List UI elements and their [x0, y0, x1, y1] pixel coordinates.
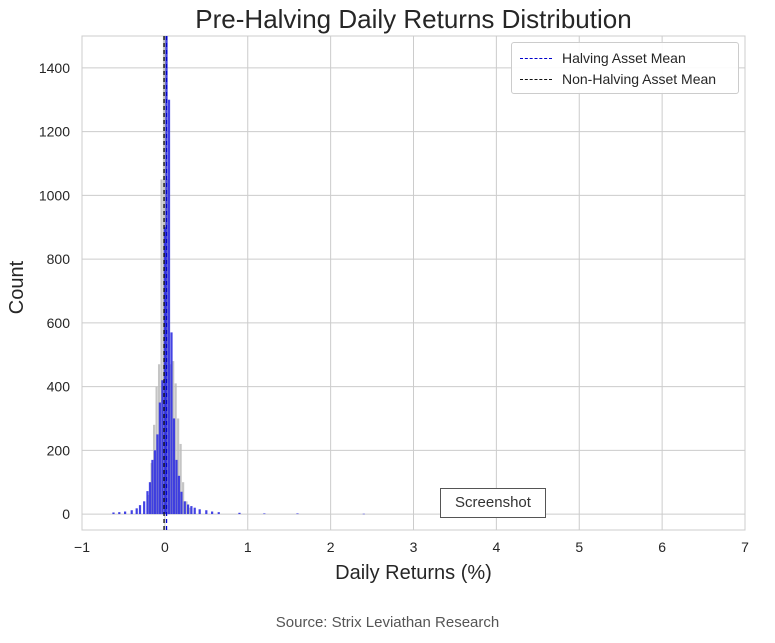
y-tick-label-6: 1200: [39, 124, 70, 140]
hist-bar-s0-9: [151, 459, 154, 515]
y-tick-label-4: 800: [47, 251, 71, 267]
hist-bar-s1-5: [160, 179, 163, 515]
y-tick-label-3: 600: [47, 315, 71, 331]
hist-bar-s0-12: [158, 402, 162, 515]
hist-bar-s0-11: [156, 434, 159, 515]
hist-bar-s1-15: [185, 501, 188, 515]
hist-bar-s1-14: [182, 482, 185, 515]
source-caption: Source: Strix Leviathan Research: [275, 614, 500, 631]
x-axis-label: Daily Returns (%): [335, 562, 492, 584]
hist-bar-s0-17: [170, 332, 173, 515]
hist-bar-s1-11: [174, 383, 177, 515]
y-tick-labels: 0 200 400 600 800 1000 1200 1400: [39, 60, 70, 522]
y-tick-label-5: 1000: [39, 187, 70, 203]
hist-bar-s0-22: [183, 501, 186, 515]
hist-bar-s0-0: [112, 512, 115, 515]
hist-bar-s0-29: [217, 512, 220, 515]
hist-bar-s1-12: [177, 418, 180, 515]
hist-bar-s0-30: [238, 512, 241, 515]
hist-bar-s0-14: [163, 227, 166, 515]
legend-swatch-halving-mean: [520, 57, 552, 59]
x-tick-labels: −1 0 1 2 3 4 5 6 7: [74, 539, 749, 555]
y-tick-label-1: 200: [47, 442, 71, 458]
hist-bar-s0-21: [180, 491, 183, 515]
legend-item-non-halving-mean: Non-Halving Asset Mean: [520, 69, 716, 89]
x-tick-label-0: −1: [74, 539, 90, 555]
y-axis-label: Count: [6, 260, 29, 315]
legend-label-non-halving-mean: Non-Halving Asset Mean: [562, 71, 717, 87]
hist-bar-s0-18: [172, 418, 176, 515]
hist-bar-s0-13: [161, 380, 164, 515]
hist-bar-s0-3: [130, 510, 133, 515]
hist-bar-s1-16: [188, 507, 191, 515]
hist-bar-s0-19: [175, 459, 178, 515]
y-tick-label-0: 0: [62, 506, 70, 522]
hist-bar-s0-28: [211, 511, 214, 515]
hist-bar-s0-32: [296, 513, 299, 515]
screenshot-stamp: Screenshot: [440, 488, 546, 518]
hist-bar-s0-2: [123, 511, 127, 515]
hist-bar-s0-6: [143, 501, 146, 515]
hist-bar-s1-13: [179, 443, 182, 515]
hist-bar-s0-26: [198, 509, 201, 515]
x-tick-label-8: 7: [741, 539, 749, 555]
hist-bar-s0-33: [362, 513, 365, 515]
hist-bar-s0-25: [193, 507, 196, 515]
grid-layer: [81, 36, 746, 530]
hist-bar-s0-8: [148, 482, 152, 515]
hist-bar-s0-10: [153, 450, 157, 515]
hist-bar-s0-31: [263, 513, 266, 515]
hist-bar-s0-23: [186, 504, 190, 515]
x-tick-label-2: 1: [244, 539, 252, 555]
legend: Halving Asset Mean Non-Halving Asset Mea…: [511, 42, 739, 94]
y-tick-label-2: 400: [47, 379, 71, 395]
legend-swatch-non-halving-mean: [520, 78, 552, 80]
x-tick-label-4: 3: [410, 539, 418, 555]
y-axis-label-wrap: Count: [3, 261, 33, 314]
hist-bar-s0-4: [135, 508, 138, 515]
legend-item-halving-mean: Halving Asset Mean: [520, 48, 686, 68]
hist-bar-s0-27: [205, 510, 208, 515]
hist-bar-s0-5: [138, 505, 142, 515]
chart-title: Pre-Halving Daily Returns Distribution: [195, 4, 632, 34]
x-tick-label-6: 5: [575, 539, 583, 555]
hist-bar-s0-20: [177, 475, 181, 515]
hist-bar-s0-1: [118, 512, 121, 515]
x-tick-label-1: 0: [161, 539, 169, 555]
x-tick-label-7: 6: [658, 539, 666, 555]
x-tick-label-3: 2: [327, 539, 335, 555]
legend-label-halving-mean: Halving Asset Mean: [562, 50, 686, 66]
x-tick-label-5: 4: [492, 539, 500, 555]
y-tick-label-7: 1400: [39, 60, 70, 76]
mean-lines-layer: [163, 36, 168, 530]
hist-bar-s0-16: [167, 99, 171, 515]
hist-bar-s0-7: [146, 491, 149, 515]
hist-bar-s0-24: [190, 506, 193, 515]
